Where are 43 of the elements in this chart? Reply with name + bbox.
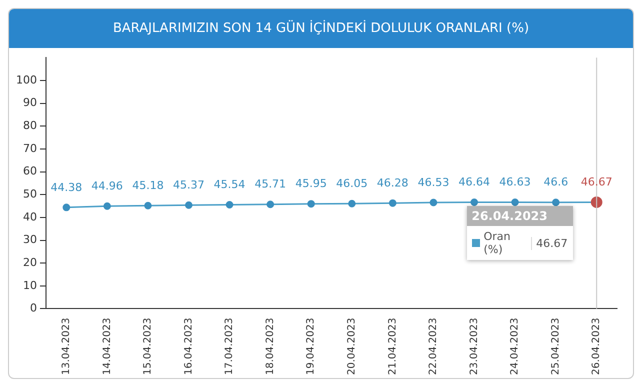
data-label: 45.18 (132, 178, 164, 192)
data-label: 45.71 (254, 178, 286, 191)
data-label: 46.67 (580, 176, 612, 189)
x-tick-label: 20.04.2023 (346, 318, 358, 376)
x-tick-label: 18.04.2023 (264, 318, 276, 376)
x-tick-label: 13.04.2023 (60, 318, 72, 376)
y-tick-label: 70 (22, 142, 37, 155)
legend-label: Oran (%) (484, 230, 512, 256)
data-label: 46.63 (499, 176, 531, 189)
data-label: 46.6 (544, 176, 568, 189)
y-tick-label: 0 (30, 302, 37, 315)
y-tick-label: 30 (22, 233, 37, 246)
x-tick-label: 24.04.2023 (510, 318, 521, 376)
y-tick-label: 60 (22, 164, 37, 178)
x-tick-label: 19.04.2023 (306, 318, 317, 376)
x-tick-label: 14.04.2023 (102, 318, 113, 376)
x-tick-label: 25.04.2023 (550, 318, 562, 376)
y-tick-label: 40 (22, 210, 37, 224)
data-label: 45.37 (172, 178, 204, 192)
x-tick-label: 26.04.2023 (591, 318, 602, 376)
data-label: 46.53 (418, 176, 450, 189)
chart-title: BARAJLARIMIZIN SON 14 GÜN İÇİNDEKİ DOLULUK ORANLARI (%) (9, 9, 633, 48)
y-tick-label: 90 (22, 96, 37, 110)
legend-title: 26.04.2023 (466, 206, 573, 226)
y-tick-label: 50 (22, 187, 37, 200)
y-tick-label: 20 (22, 256, 37, 269)
data-label: 44.38 (50, 180, 82, 194)
data-label: 46.05 (336, 176, 368, 190)
y-tick-label: 80 (22, 118, 37, 132)
data-label: 45.54 (214, 178, 246, 192)
annotation: 46.67 (531, 236, 568, 250)
y-tick-label: 100 (16, 73, 37, 86)
x-tick-label: 17.04.2023 (224, 318, 236, 376)
data-label: 45.95 (295, 177, 327, 190)
x-tick-label: 16.04.2023 (183, 318, 194, 376)
data-label: 44.96 (91, 179, 123, 192)
data-label: 46.28 (376, 176, 408, 190)
x-tick-label: 21.04.2023 (387, 318, 398, 376)
data-label: 46.64 (458, 176, 490, 189)
x-tick-label: 22.04.2023 (428, 318, 440, 376)
x-tick-label: 15.04.2023 (142, 318, 154, 376)
x-tick-label: 23.04.2023 (468, 318, 480, 376)
y-tick-label: 10 (22, 278, 37, 292)
